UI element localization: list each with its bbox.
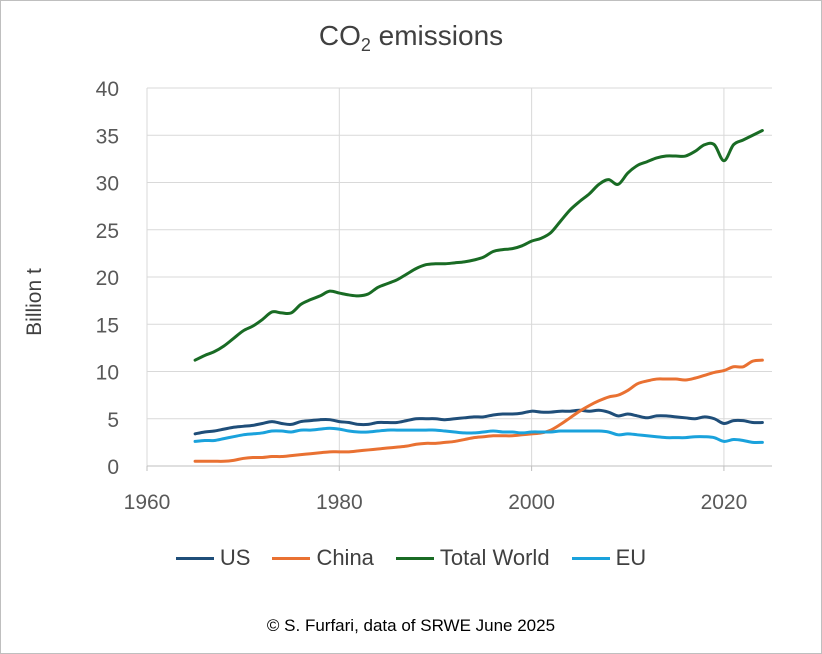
y-tick-label: 20 [96, 267, 119, 290]
y-tick-label: 35 [96, 125, 119, 148]
y-tick-label: 40 [96, 78, 119, 101]
legend-label: China [316, 545, 374, 570]
legend-swatch [571, 556, 610, 560]
legend-item-china: China [272, 545, 374, 571]
legend-swatch [395, 556, 434, 560]
legend-item-total-world: Total World [395, 545, 550, 571]
legend: US China Total World EU [0, 545, 822, 571]
y-tick-label: 30 [96, 173, 119, 196]
y-tick-label: 25 [96, 220, 119, 243]
x-tick-label: 2000 [508, 491, 555, 514]
chart-title: CO2 emissions [318, 20, 504, 55]
y-tick-label: 10 [96, 362, 119, 385]
series-line-us [193, 408, 764, 436]
legend-label: EU [615, 545, 647, 570]
series-line-eu [193, 426, 764, 445]
legend-swatch [272, 556, 311, 560]
series-line-total-world [193, 129, 764, 362]
legend-label: US [219, 545, 251, 570]
series-line-china [193, 358, 764, 463]
x-tick-label: 1960 [124, 491, 171, 514]
legend-label: Total World [439, 545, 550, 570]
credit-text: © S. Furfari, data of SRWE June 2025 [266, 616, 556, 635]
legend-item-eu: EU [571, 545, 647, 571]
legend-swatch [175, 556, 214, 560]
y-tick-label: 5 [107, 409, 119, 432]
y-tick-label: 15 [96, 314, 119, 337]
x-tick-label: 2020 [701, 491, 748, 514]
y-tick-label: 0 [107, 456, 119, 479]
legend-item-us: US [175, 545, 251, 571]
x-tick-label: 1980 [316, 491, 363, 514]
